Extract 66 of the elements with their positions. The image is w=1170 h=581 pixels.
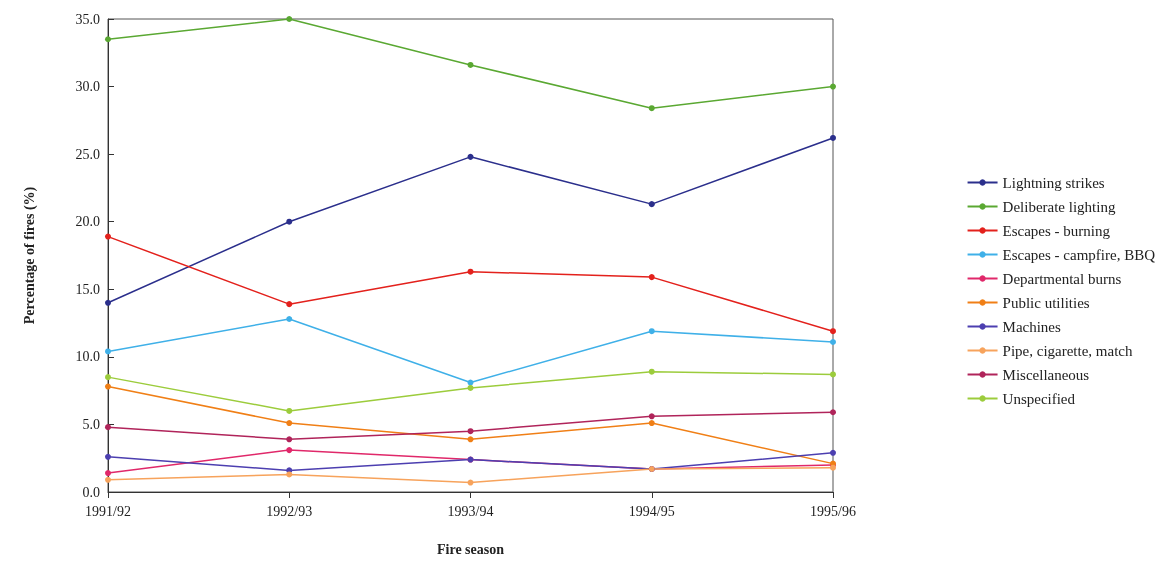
x-tick-label: 1995/96 (810, 503, 856, 519)
y-tick-label: 30.0 (75, 79, 100, 95)
point (105, 374, 111, 381)
x-tick-label: 1993/94 (447, 503, 494, 519)
point (467, 436, 474, 443)
x-tick-label: 1992/93 (266, 503, 313, 519)
point (467, 384, 474, 391)
legend-label: Machines (1002, 318, 1062, 335)
point (286, 16, 293, 22)
point (286, 301, 293, 308)
point (830, 328, 836, 335)
x-tick-label: 1991/92 (85, 503, 131, 519)
point (286, 471, 293, 478)
y-tick-label: 35.0 (75, 11, 100, 27)
point (286, 436, 293, 443)
legend-label: Pipe, cigarette, match (1002, 342, 1133, 359)
point (105, 383, 111, 390)
x-axis-title: Fire season (436, 541, 505, 557)
point (830, 134, 836, 141)
point (105, 470, 111, 477)
legend-label: Public utilities (1002, 294, 1090, 311)
point (830, 409, 836, 416)
point (830, 449, 836, 456)
point (105, 299, 111, 306)
point (286, 407, 293, 414)
point (105, 233, 111, 240)
point (286, 218, 293, 225)
point (105, 476, 111, 483)
legend-label: Lightning strikes (1002, 174, 1105, 191)
point (467, 379, 474, 386)
point (648, 105, 655, 112)
point (830, 338, 836, 345)
y-tick-label: 20.0 (75, 214, 100, 230)
legend-label: Unspecified (1002, 390, 1076, 407)
y-tick-label: 25.0 (75, 146, 100, 162)
point (467, 268, 474, 275)
point (105, 453, 111, 460)
y-axis-title: Percentage of fires (%) (21, 186, 38, 325)
point (830, 371, 836, 378)
point (648, 420, 655, 427)
point (648, 368, 655, 375)
point (467, 153, 474, 160)
point (105, 424, 111, 431)
point (648, 201, 655, 208)
point (105, 348, 111, 355)
legend-label: Departmental burns (1002, 270, 1122, 287)
point (286, 420, 293, 427)
point (286, 316, 293, 323)
point (467, 479, 474, 486)
y-tick-label: 0.0 (82, 484, 100, 500)
y-tick-label: 15.0 (75, 281, 100, 297)
point (648, 413, 655, 420)
point (467, 61, 474, 68)
point (286, 447, 293, 454)
point (105, 36, 111, 43)
y-tick-label: 10.0 (75, 349, 100, 365)
point (830, 83, 836, 90)
legend-label: Deliberate lighting (1002, 198, 1116, 215)
x-tick-label: 1994/95 (628, 503, 675, 519)
point (467, 428, 474, 435)
legend-label: Miscellaneous (1002, 366, 1090, 383)
point (648, 274, 655, 281)
legend-label: Escapes - campfire, BBQ (1002, 246, 1156, 263)
y-tick-label: 5.0 (82, 416, 100, 432)
legend-label: Escapes - burning (1002, 222, 1111, 239)
point (648, 328, 655, 335)
